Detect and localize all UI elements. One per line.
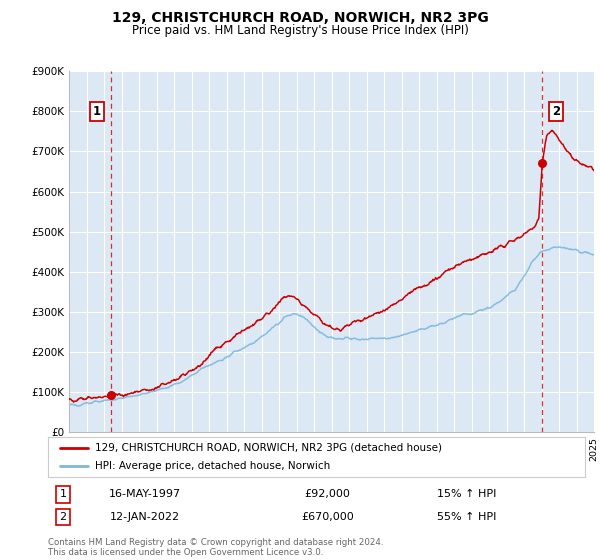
Text: Contains HM Land Registry data © Crown copyright and database right 2024.
This d: Contains HM Land Registry data © Crown c…	[48, 538, 383, 557]
Text: Price paid vs. HM Land Registry's House Price Index (HPI): Price paid vs. HM Land Registry's House …	[131, 24, 469, 36]
Text: 129, CHRISTCHURCH ROAD, NORWICH, NR2 3PG (detached house): 129, CHRISTCHURCH ROAD, NORWICH, NR2 3PG…	[95, 443, 442, 452]
Text: 1: 1	[92, 105, 101, 118]
Text: £670,000: £670,000	[301, 512, 353, 522]
Text: 16-MAY-1997: 16-MAY-1997	[109, 489, 181, 500]
Text: 1: 1	[59, 489, 67, 500]
Text: HPI: Average price, detached house, Norwich: HPI: Average price, detached house, Norw…	[95, 461, 331, 471]
Text: 55% ↑ HPI: 55% ↑ HPI	[437, 512, 497, 522]
Text: 12-JAN-2022: 12-JAN-2022	[110, 512, 180, 522]
Text: £92,000: £92,000	[304, 489, 350, 500]
Text: 2: 2	[552, 105, 560, 118]
Text: 2: 2	[59, 512, 67, 522]
Text: 15% ↑ HPI: 15% ↑ HPI	[437, 489, 497, 500]
Text: 129, CHRISTCHURCH ROAD, NORWICH, NR2 3PG: 129, CHRISTCHURCH ROAD, NORWICH, NR2 3PG	[112, 11, 488, 25]
